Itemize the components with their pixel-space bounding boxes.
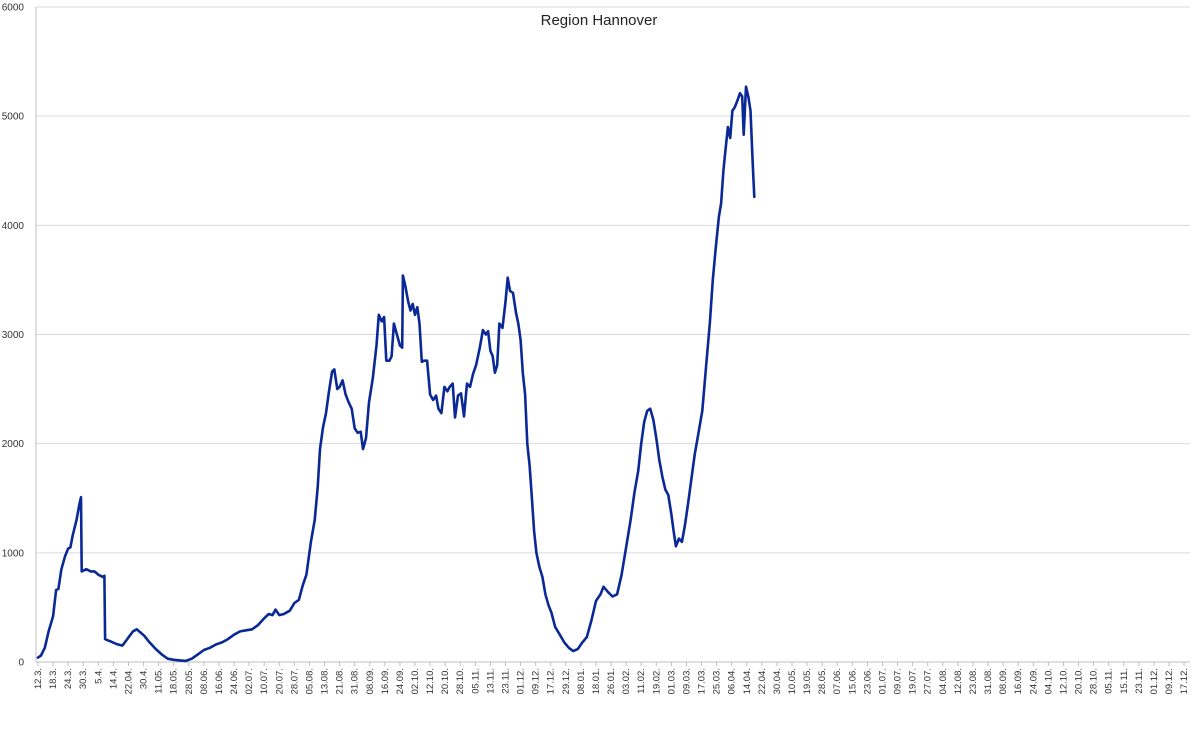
y-axis-ticks: 0 1000 2000 3000 4000 5000 6000 [2,3,25,669]
x-tick-label: 05.08. [304,668,315,694]
x-tick-label: 01.12. [516,668,527,694]
x-tick-label: 17.12. [1179,668,1190,694]
x-tick-label: 31.08. [350,668,361,694]
x-tick-label: 09.12. [1164,668,1175,694]
x-tick-label: 28.07. [289,668,300,694]
x-tick-label: 23.11. [1134,668,1145,694]
x-tick-label: 19.07. [908,668,919,694]
x-tick-label: 28.10. [1089,668,1100,694]
x-tick-label: 04.08. [938,668,949,694]
x-tick-label: 18.3. [48,668,59,689]
x-tick-label: 16.09. [1013,668,1024,694]
x-tick-label: 18.01. [591,668,602,694]
x-tick-label: 20.07. [274,668,285,694]
x-tick-label: 12.10. [1058,668,1069,694]
x-tick-label: 09.03. [681,668,692,694]
x-tick-label: 14.4. [108,668,119,689]
y-tick-label: 5000 [2,112,25,123]
x-tick-label: 12.3. [33,668,44,689]
x-tick-label: 08.01. [576,668,587,694]
x-tick-label: 12.10. [425,668,436,694]
x-tick-label: 16.06. [214,668,225,694]
x-tick-label: 10.07. [259,668,270,694]
y-tick-label: 3000 [2,330,25,341]
x-tick-label: 01.12. [1149,668,1160,694]
x-tick-label: 24.3. [63,668,74,689]
x-tick-label: 23.06. [862,668,873,694]
x-tick-label: 05.11. [1104,668,1115,694]
x-tick-label: 01.07. [877,668,888,694]
x-tick-label: 28.10. [455,668,466,694]
x-tick-label: 29.12. [561,668,572,694]
x-tick-label: 31.08. [983,668,994,694]
x-tick-label: 13.08. [320,668,331,694]
x-tick-label: 13.11. [485,668,496,694]
x-tick-label: 26.01. [606,668,617,694]
x-tick-label: 05.11. [470,668,481,694]
x-tick-label: 24.06. [229,668,240,694]
x-axis-ticks: 12.3. 18.3. 24.3. 30.3. 5.4. 14.4. 22.04. 30.4.… [33,662,1190,694]
x-tick-label: 11.05. [154,668,165,694]
x-tick-label: 09.07. [893,668,904,694]
x-tick-label: 09.12. [531,668,542,694]
x-tick-label: 24.09. [1028,668,1039,694]
y-tick-label: 6000 [2,3,25,14]
x-tick-label: 06.04. [727,668,738,694]
y-tick-label: 0 [18,658,24,669]
x-tick-label: 19.05. [802,668,813,694]
x-tick-label: 24.09. [395,668,406,694]
x-tick-label: 17.12. [546,668,557,694]
x-tick-label: 11.02. [636,668,647,694]
x-tick-label: 23.08. [968,668,979,694]
x-tick-label: 27.07. [923,668,934,694]
gridlines [35,6,1190,663]
x-tick-label: 07.06. [832,668,843,694]
x-tick-label: 20.10. [440,668,451,694]
x-tick-label: 28.05. [184,668,195,694]
x-tick-label: 30.4. [139,668,150,689]
x-tick-label: 15.06. [847,668,858,694]
x-tick-label: 16.09. [380,668,391,694]
x-tick-label: 03.02. [621,668,632,694]
x-tick-label: 30.3. [78,668,89,689]
x-tick-label: 10.05. [787,668,798,694]
x-tick-label: 21.08. [335,668,346,694]
x-tick-label: 28.05. [817,668,828,694]
x-tick-label: 08.06. [199,668,210,694]
x-tick-label: 15.11. [1119,668,1130,694]
x-tick-label: 5.4. [93,668,104,684]
chart-title: Region Hannover [541,12,658,29]
x-tick-label: 20.10. [1074,668,1085,694]
x-tick-label: 02.07. [244,668,255,694]
series-line [36,85,756,663]
x-tick-label: 01.03. [666,668,677,694]
x-tick-label: 25.03. [712,668,723,694]
x-tick-label: 23.11. [500,668,511,694]
x-tick-label: 04.10. [1043,668,1054,694]
x-tick-label: 12.08. [953,668,964,694]
y-tick-label: 1000 [2,548,25,559]
x-tick-label: 19.02. [651,668,662,694]
x-tick-label: 08.09. [365,668,376,694]
x-tick-label: 30.04. [772,668,783,694]
x-tick-label: 08.09. [998,668,1009,694]
y-tick-label: 4000 [2,221,25,232]
x-tick-label: 02.10. [410,668,421,694]
x-tick-label: 17.03. [697,668,708,694]
y-tick-label: 2000 [2,439,25,450]
x-tick-label: 22.04. [757,668,768,694]
x-tick-label: 22.04. [123,668,134,694]
x-tick-label: 14.04. [742,668,753,694]
x-tick-label: 18.05. [169,668,180,694]
